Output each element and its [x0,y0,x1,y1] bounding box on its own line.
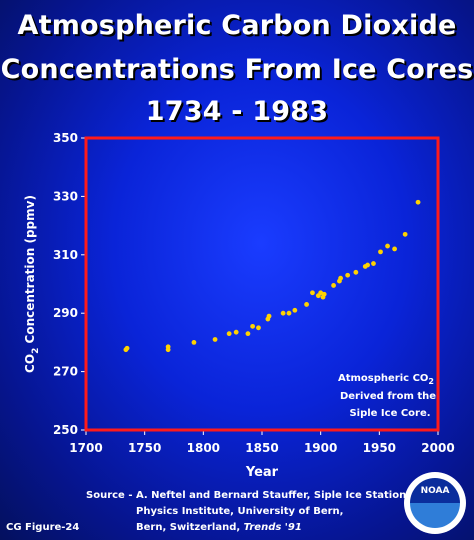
x-axis-label: Year [245,465,279,480]
data-point [304,302,309,307]
data-point [280,310,286,316]
y-tick-label: 330 [53,189,78,203]
data-point [266,313,272,319]
data-point [191,340,197,345]
data-point [124,345,130,351]
y-tick-label: 310 [53,248,78,262]
figure-label: CG Figure-24 [6,522,80,533]
data-point [310,290,315,296]
data-point [321,291,327,297]
noaa-logo: NOAA [404,472,466,534]
svg-text:Derived from the: Derived from the [340,391,436,402]
source-line-1: Source - A. Neftel and Bernard Stauffer,… [86,490,410,501]
data-point [233,329,239,335]
x-tick-label: 2000 [421,441,454,455]
x-tick-label: 1850 [245,441,278,455]
source-line-3: Bern, Switzerland, Trends '91 [136,522,302,533]
data-point [365,262,370,268]
data-point [392,246,397,252]
data-point [245,331,251,337]
chart-annotation: Atmospheric CO2 Derived from the Siple I… [338,373,436,419]
title-line-2: Concentrations From Ice Cores [0,54,474,85]
y-tick-label: 350 [53,131,78,145]
data-point [292,307,298,313]
svg-text:Atmospheric CO2: Atmospheric CO2 [338,373,434,386]
data-point [402,231,408,237]
data-point [378,249,383,255]
data-point [256,325,261,331]
data-point [353,269,359,275]
title-line-1: Atmospheric Carbon Dioxide [17,10,457,41]
x-tick-label: 1750 [128,441,161,455]
x-tick-label: 1700 [69,441,102,455]
y-tick-label: 250 [53,423,78,437]
data-point [331,283,336,288]
plot-frame [84,136,440,432]
data-point [250,323,256,329]
data-point [286,310,292,316]
data-point [165,344,171,350]
data-point [338,275,344,281]
svg-text:Siple Ice Core.: Siple Ice Core. [349,408,430,419]
y-axis-label: CO2 Concentration (ppmv) [23,195,41,373]
data-point [385,243,390,249]
x-tick-label: 1950 [363,441,396,455]
y-tick-label: 290 [53,306,78,320]
source-line-2: Physics Institute, University of Bern, [136,506,344,517]
x-tick-label: 1800 [187,441,220,455]
title-line-3: 1734 - 1983 [145,96,329,127]
data-point [371,261,376,266]
data-point [345,272,351,278]
x-tick-label: 1900 [304,441,337,455]
data-point [415,199,421,205]
data-point [212,337,218,342]
y-tick-label: 270 [53,365,78,379]
data-point [226,331,232,337]
